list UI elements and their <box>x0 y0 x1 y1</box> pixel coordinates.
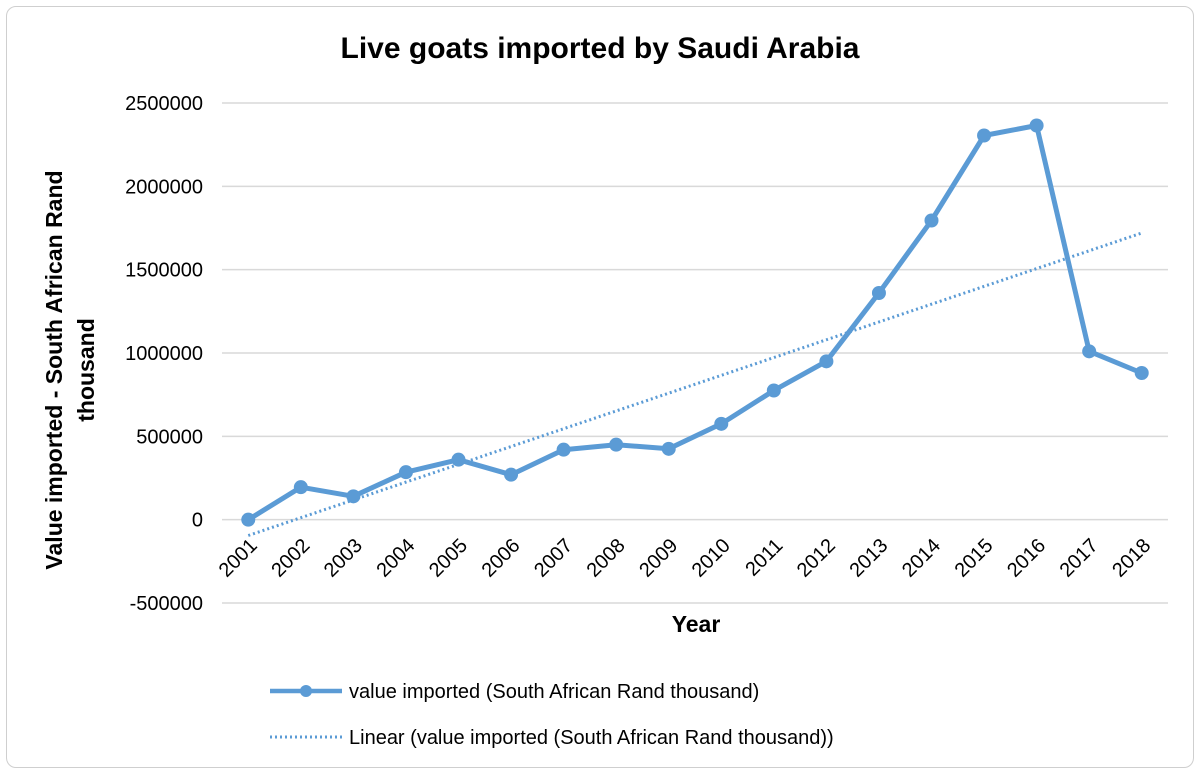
x-tick-label: 2005 <box>425 535 472 582</box>
x-tick-label: 2009 <box>635 535 682 582</box>
data-point <box>924 213 939 228</box>
trendline-layer <box>247 231 1143 537</box>
legend-trend-label: Linear (value imported (South African Ra… <box>349 727 834 749</box>
x-tick-label: 2001 <box>215 535 262 582</box>
data-point <box>977 128 992 143</box>
y-axis-title-line1: Value imported - South African Rand <box>41 170 67 569</box>
data-point <box>241 512 256 527</box>
data-point <box>819 354 834 369</box>
data-point <box>346 489 361 504</box>
x-tick-label: 2017 <box>1056 535 1103 582</box>
y-tick-label: 0 <box>192 510 203 532</box>
y-tick-label: 2000000 <box>125 176 203 198</box>
data-point <box>1029 118 1044 133</box>
y-tick-label: -500000 <box>130 593 203 615</box>
legend-series-marker <box>300 685 312 697</box>
series-layer <box>241 118 1149 527</box>
y-tick-label: 1000000 <box>125 343 203 365</box>
x-tick-label: 2006 <box>478 535 525 582</box>
y-tick-label: 1500000 <box>125 260 203 282</box>
legend-series-label: value imported (South African Rand thous… <box>349 681 759 703</box>
x-axis-title: Year <box>672 611 721 637</box>
data-point <box>714 416 729 431</box>
trendline <box>247 231 1143 537</box>
data-point <box>451 452 466 467</box>
x-tick-label: 2015 <box>951 535 998 582</box>
data-point <box>609 437 624 452</box>
x-tick-label: 2011 <box>741 535 787 581</box>
y-tick-labels: -500000 0 500000 1000000 1500000 2000000 25000… <box>125 93 203 615</box>
y-tick-label: 2500000 <box>125 93 203 115</box>
x-tick-label: 2014 <box>898 535 945 582</box>
x-tick-label: 2007 <box>530 535 577 582</box>
legend: value imported (South African Rand thous… <box>270 681 834 749</box>
x-tick-labels: 2001 2002 2003 2004 2005 2006 2007 2008 2009 2010… <box>215 535 1155 582</box>
chart-title: Live goats imported by Saudi Arabia <box>341 32 860 65</box>
x-tick-label: 2008 <box>583 535 630 582</box>
x-tick-label: 2010 <box>688 535 735 582</box>
x-tick-label: 2018 <box>1108 535 1155 582</box>
x-tick-label: 2012 <box>793 535 840 582</box>
data-point <box>871 286 886 300</box>
data-point <box>766 383 781 398</box>
data-point <box>504 467 519 482</box>
data-point <box>398 465 413 480</box>
x-tick-label: 2002 <box>267 535 314 582</box>
data-point <box>1082 344 1097 359</box>
x-tick-label: 2004 <box>372 535 419 582</box>
data-point <box>556 442 571 457</box>
data-point <box>1134 366 1149 380</box>
gridlines <box>222 102 1168 604</box>
x-tick-label: 2003 <box>320 535 367 582</box>
y-axis-title-line2: thousand <box>73 318 99 422</box>
data-point <box>293 480 308 495</box>
x-tick-label: 2016 <box>1003 535 1050 582</box>
x-tick-label: 2013 <box>845 535 892 582</box>
series-line <box>245 123 1145 523</box>
data-point <box>661 441 676 456</box>
y-tick-label: 500000 <box>136 426 203 448</box>
